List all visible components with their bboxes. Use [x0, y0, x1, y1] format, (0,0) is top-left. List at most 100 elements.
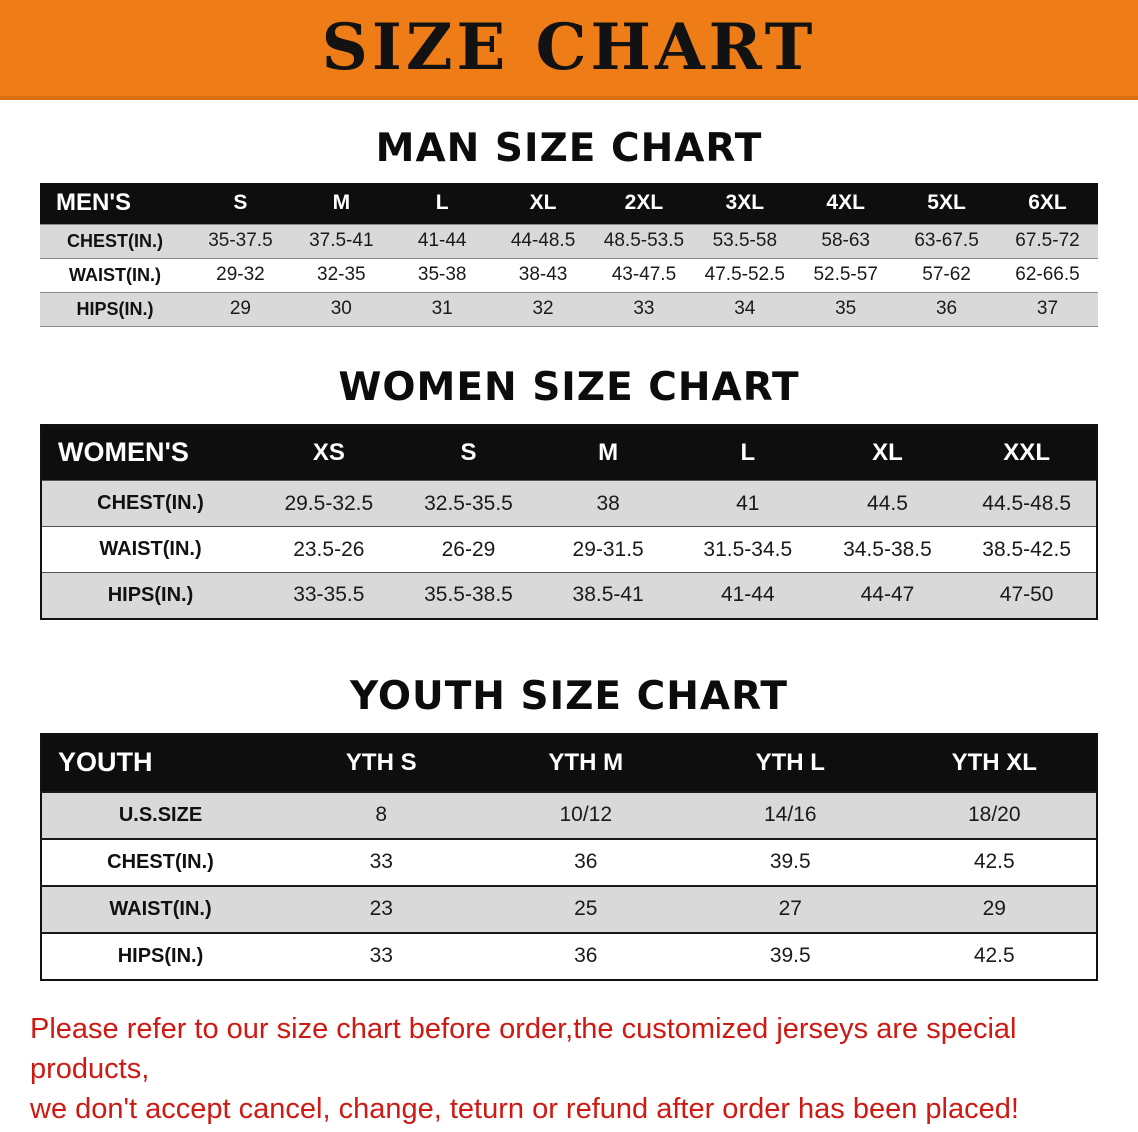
men-size-table: MEN'S S M L XL 2XL 3XL 4XL 5XL 6XL CHEST(IN.) 35-37… — [40, 183, 1098, 327]
size-value-cell: 36 — [574, 944, 598, 967]
size-value-cell: 39.5 — [769, 944, 811, 967]
table-row: WAIST(IN.) 23.5-26 26-29 29-31.5 31.5-34.5 34… — [41, 526, 1097, 573]
size-column-header: XS — [259, 424, 399, 481]
size-value-cell: 29-31.5 — [572, 537, 644, 561]
size-value-cell: 8 — [375, 803, 388, 826]
size-value-cell: 23 — [369, 897, 393, 920]
size-value-cell: 38-43 — [518, 264, 568, 285]
men-section-title: MAN SIZE CHART — [375, 126, 763, 171]
size-value-cell: 32 — [532, 298, 554, 319]
size-value-cell: 41 — [736, 491, 760, 515]
size-value-cell: 67.5-72 — [1015, 230, 1080, 251]
size-value-cell: 39.5 — [769, 850, 811, 873]
size-value-cell: 58-63 — [821, 230, 870, 251]
size-value-cell: 33 — [369, 850, 393, 873]
table-header-row: MEN'S S M L XL 2XL 3XL 4XL 5XL 6XL — [40, 183, 1098, 224]
row-label-cell: CHEST(IN.) — [97, 492, 204, 514]
size-column-header: M — [538, 424, 678, 481]
size-column-header: YTH M — [483, 733, 688, 792]
size-column-header: M — [290, 183, 392, 224]
size-column-header: YTH S — [279, 733, 484, 792]
row-label-cell: WAIST(IN.) — [69, 264, 161, 285]
size-value-cell: 33 — [633, 298, 655, 319]
size-value-cell: 52.5-57 — [813, 264, 878, 285]
size-value-cell: 57-62 — [922, 264, 971, 285]
size-value-cell: 42.5 — [973, 944, 1015, 967]
size-value-cell: 35-37.5 — [208, 230, 273, 251]
size-value-cell: 34 — [734, 298, 756, 319]
size-column-header: XXL — [957, 424, 1097, 481]
size-value-cell: 35-38 — [417, 264, 467, 285]
row-label-cell: CHEST(IN.) — [107, 850, 214, 873]
size-value-cell: 47-50 — [999, 583, 1054, 607]
size-value-cell: 44-47 — [860, 583, 915, 607]
table-row: HIPS(IN.) 29 30 31 32 33 34 35 36 37 — [40, 292, 1098, 326]
men-section: MAN SIZE CHART MEN'S S M L XL 2XL 3XL 4XL 5XL 6XL… — [0, 126, 1138, 327]
table-header-row: WOMEN'S XS S M L XL XXL — [41, 424, 1097, 481]
size-value-cell: 14/16 — [763, 803, 817, 826]
banner: SIZE CHART — [0, 0, 1138, 100]
disclaimer-note: Please refer to our size chart before or… — [0, 1009, 1138, 1129]
size-value-cell: 29-32 — [216, 264, 265, 285]
women-section: WOMEN SIZE CHART WOMEN'S XS S M L XL XXL CHEST(… — [0, 365, 1138, 620]
size-value-cell: 38 — [596, 491, 620, 515]
size-value-cell: 41-44 — [720, 583, 775, 607]
table-row: CHEST(IN.) 29.5-32.5 32.5-35.5 38 41 44.5 44.5… — [41, 480, 1097, 527]
row-label-cell: HIPS(IN.) — [107, 583, 194, 606]
youth-size-table: YOUTH YTH S YTH M YTH L YTH XL U.S.SIZE 8 10/12… — [40, 732, 1098, 981]
row-label-cell: HIPS(IN.) — [76, 298, 154, 319]
size-value-cell: 26-29 — [441, 537, 496, 561]
size-value-cell: 18/20 — [967, 803, 1021, 826]
table-row: WAIST(IN.) 29-32 32-35 35-38 38-43 43-47.5 47.… — [40, 258, 1098, 292]
table-title-cell: MEN'S — [40, 183, 190, 224]
size-value-cell: 47.5-52.5 — [704, 264, 785, 285]
size-value-cell: 27 — [778, 897, 802, 920]
women-section-title: WOMEN SIZE CHART — [338, 364, 800, 410]
size-column-header: XL — [492, 183, 594, 224]
table-row: CHEST(IN.) 35-37.5 37.5-41 41-44 44-48.5 48.5… — [40, 224, 1098, 258]
size-value-cell: 62-66.5 — [1015, 264, 1080, 285]
size-value-cell: 38.5-42.5 — [982, 537, 1072, 561]
table-row: U.S.SIZE 8 10/12 14/16 18/20 — [41, 791, 1097, 839]
row-label-cell: HIPS(IN.) — [117, 944, 204, 967]
size-column-header: 4XL — [795, 183, 897, 224]
table-row: CHEST(IN.) 33 36 39.5 42.5 — [41, 838, 1097, 886]
size-value-cell: 29.5-32.5 — [284, 491, 374, 515]
size-value-cell: 44-48.5 — [510, 230, 576, 251]
size-value-cell: 33-35.5 — [293, 583, 365, 607]
size-value-cell: 38.5-41 — [572, 583, 644, 607]
size-value-cell: 35.5-38.5 — [424, 583, 513, 607]
size-value-cell: 29 — [229, 298, 251, 319]
size-column-header: L — [677, 424, 818, 481]
size-value-cell: 43-47.5 — [611, 264, 677, 285]
size-value-cell: 63-67.5 — [914, 230, 979, 251]
size-value-cell: 31.5-34.5 — [703, 537, 793, 561]
size-value-cell: 36 — [935, 298, 958, 319]
size-value-cell: 44.5 — [867, 491, 908, 515]
youth-section: YOUTH SIZE CHART YOUTH YTH S YTH M YTH L YTH… — [0, 674, 1138, 981]
table-row: HIPS(IN.) 33-35.5 35.5-38.5 38.5-41 41-44 44-… — [41, 572, 1097, 619]
size-column-header: S — [398, 424, 539, 481]
table-row: HIPS(IN.) 33 36 39.5 42.5 — [41, 932, 1097, 980]
size-value-cell: 41-44 — [417, 230, 467, 251]
size-value-cell: 32-35 — [317, 264, 366, 285]
size-value-cell: 37.5-41 — [309, 230, 374, 251]
disclaimer-line-2: we don't accept cancel, change, teturn o… — [30, 1092, 1019, 1125]
size-value-cell: 23.5-26 — [293, 537, 365, 561]
size-value-cell: 35 — [835, 298, 857, 319]
table-title-cell: YOUTH — [41, 733, 279, 792]
table-title-cell: WOMEN'S — [41, 424, 259, 481]
women-size-table: WOMEN'S XS S M L XL XXL CHEST(IN.) 29.5-32.5 32.5… — [40, 423, 1098, 620]
page-title: SIZE CHART — [321, 10, 817, 85]
size-value-cell: 31 — [431, 298, 453, 319]
size-value-cell: 36 — [574, 850, 598, 873]
size-value-cell: 30 — [330, 298, 352, 319]
disclaimer-line-1: Please refer to our size chart before or… — [30, 1012, 1017, 1085]
size-column-header: XL — [817, 424, 958, 481]
size-value-cell: 37 — [1036, 298, 1059, 319]
row-label-cell: CHEST(IN.) — [67, 230, 163, 251]
row-label-cell: U.S.SIZE — [118, 803, 203, 826]
size-value-cell: 53.5-58 — [712, 230, 778, 251]
size-column-header: YTH L — [688, 733, 893, 792]
